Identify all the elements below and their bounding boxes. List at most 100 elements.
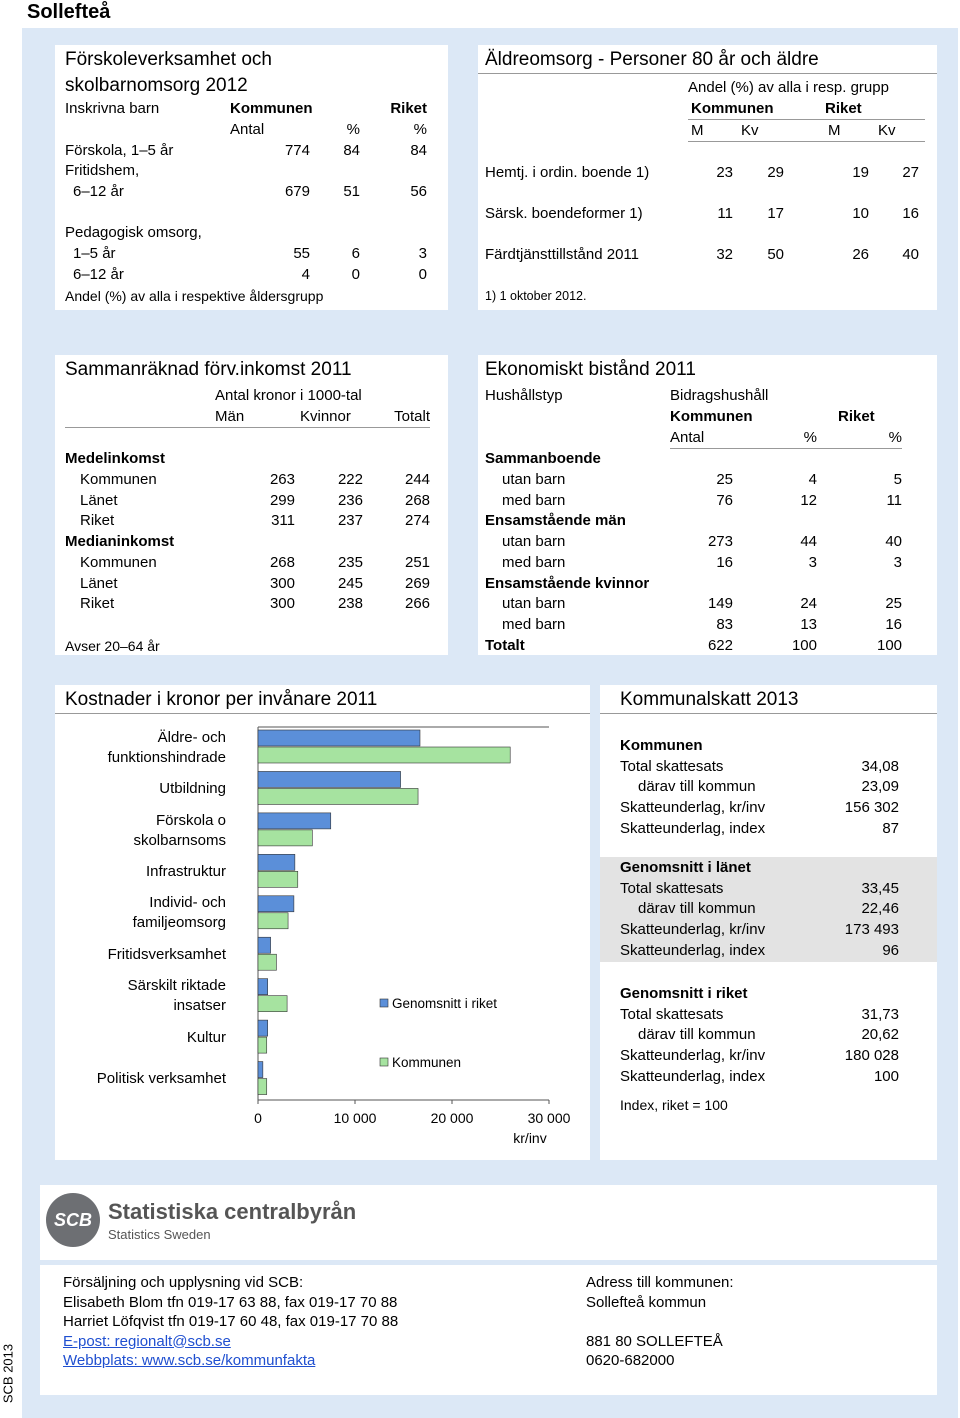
value: 100: [791, 636, 817, 654]
col-head: %: [733, 427, 817, 450]
bar: [257, 978, 268, 995]
row-label: med barn: [502, 553, 566, 571]
note: Index, riket = 100: [620, 1097, 728, 1113]
tax-value: 173 493: [844, 921, 899, 939]
x-tick-label: 10 000: [334, 1110, 377, 1126]
elderly-box: Äldreomsorg - Personer 80 år och äldre An…: [478, 45, 937, 310]
bar: [257, 746, 511, 764]
value: 56: [410, 183, 427, 201]
bar: [257, 854, 296, 871]
value: 273: [707, 533, 733, 551]
group-row: Sammanboende: [485, 449, 902, 470]
tax-label: Skatteunderlag, kr/inv: [620, 799, 766, 817]
side-label: SCB 2013: [0, 1343, 16, 1404]
tax-section: Genomsnitt i riket Total skattesats 31,73 d…: [600, 983, 937, 1088]
tax-value: 33,45: [861, 879, 899, 897]
value: 4: [301, 265, 310, 283]
value: 235: [337, 553, 363, 571]
table: Antal kronor i 1000-tal Män Kvinnor Totalt M…: [65, 386, 431, 656]
tax-label: därav till kommun: [638, 778, 756, 796]
data-row: Färdtjänsttillstånd 2011 32 50 26 40: [485, 224, 925, 265]
link[interactable]: E-post: regionalt@scb.se: [63, 1332, 231, 1350]
value: 32: [716, 246, 733, 264]
row-label: Riket: [80, 595, 115, 613]
note-row: Andel (%) av alla i respektive åldersgru…: [65, 285, 427, 306]
header-row: Antal kronor i 1000-tal: [65, 386, 430, 407]
tax-row: Skatteunderlag, kr/inv 173 493: [620, 920, 899, 941]
value: 622: [707, 636, 733, 654]
group-label: Pedagogisk omsorg,: [65, 224, 202, 242]
value: 50: [767, 246, 784, 264]
bar: [257, 1061, 264, 1078]
data-row: Kommunen 263 222 244: [65, 470, 430, 491]
cell: [65, 202, 427, 223]
data-row: Kommunen 268 235 251: [65, 553, 430, 574]
data-row: 1–5 år 55 6 3: [65, 244, 427, 265]
group-label: Sammanboende: [485, 450, 601, 468]
tax-label: Skatteunderlag, kr/inv: [620, 1047, 766, 1065]
category-label: Utbildning: [159, 780, 226, 798]
value: 27: [902, 164, 919, 182]
value: 76: [716, 491, 733, 509]
cost-chart-box: Kostnader i kronor per invånare 2011 0 10 …: [55, 685, 590, 1160]
tax-value: 34,08: [861, 757, 899, 775]
data-row: Hemtj. i ordin. boende 1) 23 29 19 27: [485, 142, 925, 184]
tax-value: 87: [882, 819, 899, 837]
bar: [257, 812, 332, 830]
bar: [257, 1078, 268, 1095]
bar: [257, 936, 271, 954]
data-row: Förskola, 1–5 år 774 84 84: [65, 140, 427, 161]
value: 19: [852, 164, 869, 182]
bar: [257, 771, 401, 788]
x-axis-label: kr/inv: [513, 1130, 546, 1146]
data-row: med barn 83 13 16: [485, 615, 902, 636]
contact-line: Elisabeth Blom tfn 019-17 63 88, fax 019…: [63, 1293, 398, 1311]
row-label: med barn: [502, 615, 566, 633]
note: 1) 1 oktober 2012.: [485, 289, 587, 304]
value: 24: [800, 595, 817, 613]
bar: [257, 895, 295, 913]
legend-marker: [379, 998, 389, 1008]
col-group: Kommunen: [688, 98, 825, 121]
value: 83: [716, 615, 733, 633]
note: Avser 20–64 år: [65, 637, 160, 654]
value: 12: [800, 491, 817, 509]
tax-row: därav till kommun 20,62: [620, 1025, 899, 1046]
logo-mark: SCB: [46, 1193, 100, 1247]
cell: [65, 615, 430, 636]
value: 149: [707, 595, 733, 613]
link-row: Webbplats: www.scb.se/kommunfakta: [63, 1351, 398, 1371]
data-row: 6–12 år 679 51 56: [65, 182, 427, 203]
value: 238: [337, 595, 363, 613]
value: 244: [405, 471, 431, 489]
group-row: Medelinkomst: [65, 449, 430, 470]
data-row: utan barn 25 4 5: [485, 470, 902, 491]
tax-row: Skatteunderlag, index 87: [620, 819, 899, 840]
row-label: Kommunen: [80, 471, 157, 489]
value: 23: [716, 164, 733, 182]
row-label: Färdtjänsttillstånd 2011: [485, 246, 639, 264]
link[interactable]: Webbplats: www.scb.se/kommunfakta: [63, 1352, 316, 1369]
value: 17: [767, 205, 784, 223]
group-label: Medianinkomst: [65, 533, 175, 551]
address-line: 0620-682000: [586, 1352, 675, 1369]
row-header: Inskrivna barn: [65, 100, 160, 118]
data-row: Länet 300 245 269: [65, 573, 430, 594]
bar: [257, 995, 288, 1012]
value: 251: [405, 553, 431, 571]
tax-value: 23,09: [861, 778, 899, 796]
col-head: Kv: [875, 119, 925, 143]
section-title: Ekonomiskt bistånd 2011: [485, 359, 696, 380]
unit: Antal kronor i 1000-tal: [215, 387, 362, 405]
tax-section-title: Genomsnitt i riket: [620, 985, 748, 1002]
row-label: Särsk. boendeformer 1): [485, 205, 643, 223]
cell: [65, 428, 430, 449]
group-row: Ensamstående kvinnor: [485, 573, 902, 594]
cell: [65, 120, 230, 141]
tax-box: Kommunalskatt 2013 Kommunen Total skattesa…: [600, 685, 937, 1160]
col-head: M: [825, 119, 875, 143]
value: 25: [885, 595, 903, 613]
header-row: Kommunen Riket: [485, 407, 902, 428]
row-label: utan barn: [502, 533, 566, 551]
value: 3: [808, 553, 817, 571]
